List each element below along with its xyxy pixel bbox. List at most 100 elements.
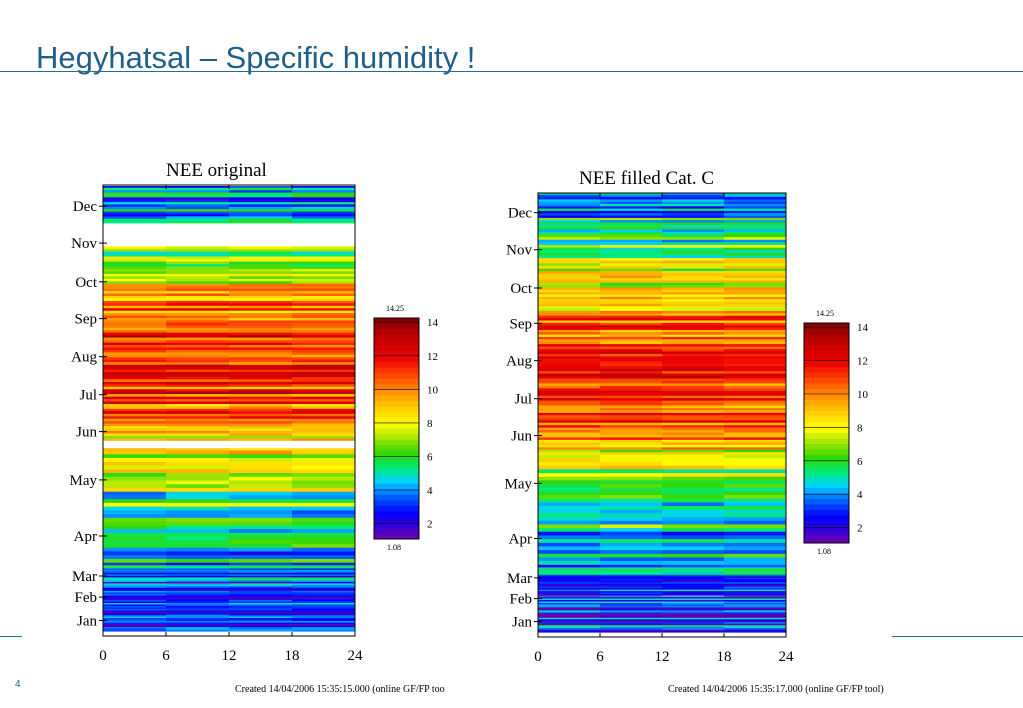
- heatmap-cell: [538, 527, 601, 532]
- heatmap-cell: [292, 585, 356, 588]
- heatmap-cell: [538, 483, 601, 488]
- heatmap-cell: [600, 380, 663, 384]
- heatmap-cell: [229, 536, 293, 541]
- heatmap-cell: [166, 498, 230, 503]
- heatmap-cell: [538, 590, 601, 593]
- heatmap-cell: [724, 324, 787, 328]
- heatmap-cell: [166, 253, 230, 257]
- heatmap-cell: [229, 339, 293, 343]
- heatmap-cell: [538, 457, 601, 462]
- heatmap-gap: [103, 225, 355, 229]
- heatmap-cell: [724, 210, 787, 214]
- heatmap-cell: [166, 622, 230, 625]
- heatmap-cell: [292, 297, 356, 301]
- heatmap-cell: [538, 429, 601, 433]
- heatmap-cell: [662, 201, 725, 204]
- heatmap-cell: [538, 326, 601, 330]
- heatmap-cell: [538, 520, 601, 525]
- created-note-right: Created 14/04/2006 15:35:17.000 (online …: [668, 684, 884, 695]
- heatmap-cell: [166, 623, 230, 626]
- colorbar-swatch: [804, 449, 849, 456]
- heatmap-cell: [600, 569, 663, 572]
- heatmap-cell: [166, 617, 230, 620]
- heatmap-cell: [724, 580, 787, 583]
- heatmap-cell: [103, 536, 167, 541]
- heatmap-cell: [103, 290, 167, 294]
- heatmap-cell: [103, 437, 167, 441]
- heatmap-cell: [229, 554, 293, 559]
- heatmap-cell: [229, 453, 293, 458]
- heatmap-cell: [292, 349, 356, 353]
- colorbar-swatch: [804, 482, 849, 489]
- heatmap-cell: [103, 483, 167, 488]
- heatmap-cell: [538, 479, 601, 484]
- heatmap-cell: [538, 272, 601, 276]
- heatmap-cell: [229, 415, 293, 419]
- heatmap-cell: [662, 358, 725, 362]
- heatmap-cell: [229, 383, 293, 387]
- x-tick-label: 18: [285, 648, 300, 664]
- heatmap-cell: [662, 333, 725, 337]
- heatmap-cell: [229, 483, 293, 488]
- heatmap-cell: [724, 275, 787, 279]
- heatmap-cell: [724, 584, 787, 587]
- heatmap-cell: [103, 248, 167, 252]
- heatmap-cell: [662, 594, 725, 597]
- heatmap-cell: [103, 203, 167, 207]
- heatmap-cell: [538, 402, 601, 406]
- heatmap-cell: [103, 425, 167, 429]
- heatmap-cell: [166, 373, 230, 377]
- heatmap-cell: [229, 280, 293, 284]
- colorbar-swatch: [804, 361, 849, 368]
- heatmap-cell: [538, 553, 601, 558]
- heatmap-cell: [166, 339, 230, 343]
- heatmap-cell: [538, 414, 601, 418]
- heatmap-cell: [600, 446, 663, 450]
- colorbar-swatch: [374, 445, 419, 451]
- heatmap-cell: [166, 609, 230, 612]
- heatmap-cell: [538, 205, 601, 209]
- heatmap-cell: [166, 491, 230, 496]
- heatmap-cell: [724, 431, 787, 435]
- heatmap-cell: [724, 241, 787, 245]
- y-tick-label: Mar: [507, 571, 532, 587]
- heatmap-cell: [292, 564, 356, 567]
- heatmap-cell: [229, 302, 293, 306]
- heatmap-cell: [166, 558, 230, 563]
- heatmap-cell: [724, 581, 787, 584]
- heatmap-cell: [538, 612, 601, 615]
- heatmap-cell: [538, 603, 601, 606]
- heatmap-cell: [662, 363, 725, 367]
- heatmap-cell: [724, 293, 787, 297]
- heatmap-cell: [662, 614, 725, 617]
- heatmap-cell: [662, 221, 725, 225]
- colorbar-swatch: [374, 511, 419, 518]
- heatmap-cell: [103, 319, 167, 323]
- heatmap-cell: [103, 356, 167, 360]
- heatmap-cell: [103, 509, 167, 515]
- heatmap-cell: [166, 494, 230, 500]
- heatmap-cell: [724, 331, 787, 335]
- heatmap-cell: [662, 571, 725, 574]
- heatmap-cell: [292, 626, 356, 629]
- heatmap-cell: [103, 625, 167, 628]
- heatmap-cell: [292, 576, 356, 579]
- heatmap-cell: [662, 580, 725, 583]
- heatmap-cell: [724, 422, 787, 426]
- heatmap-cell: [600, 422, 663, 426]
- heatmap-cell: [600, 355, 663, 359]
- heatmap-cell: [662, 355, 725, 359]
- heatmap-cell: [662, 564, 725, 568]
- heatmap-cell: [724, 308, 787, 311]
- heatmap-cell: [724, 624, 787, 627]
- heatmap-cell: [600, 343, 663, 347]
- colorbar-tick-label: 12: [857, 356, 868, 368]
- heatmap-cell: [229, 472, 293, 477]
- heatmap-cell: [103, 596, 167, 599]
- heatmap-cell: [662, 296, 725, 300]
- heatmap-cell: [538, 505, 601, 510]
- heatmap-cell: [724, 494, 787, 499]
- heatmap-cell: [292, 608, 356, 611]
- heatmap-cell: [103, 603, 167, 606]
- heatmap-cell: [662, 603, 725, 606]
